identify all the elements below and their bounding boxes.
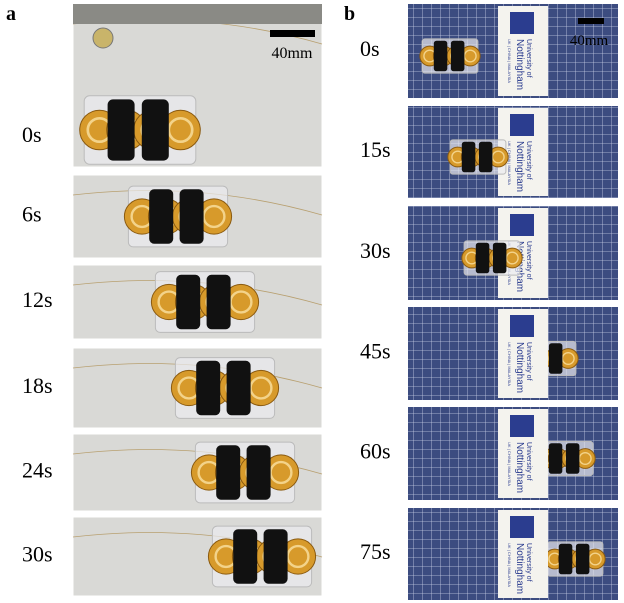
robot xyxy=(151,272,258,333)
pad xyxy=(451,41,465,72)
card-text: Nottingham xyxy=(514,141,525,192)
frame xyxy=(73,348,322,428)
pad xyxy=(108,99,135,160)
card-text: UK | CHINA | MALAYSIA xyxy=(507,39,512,83)
card-text: University of xyxy=(525,342,532,381)
time-label: 0s xyxy=(360,36,380,61)
card-text: University of xyxy=(525,442,532,481)
pad xyxy=(559,544,573,575)
card-text: UK | CHINA | MALAYSIA xyxy=(507,141,512,185)
frame xyxy=(73,4,322,167)
coin xyxy=(93,28,113,48)
scale-label: 40mm xyxy=(570,33,609,49)
pad xyxy=(247,445,271,499)
time-label: 45s xyxy=(360,339,391,364)
pad xyxy=(566,443,580,474)
scale-label: 40mm xyxy=(272,45,313,62)
figure: a b 0s6s12s18s24s30s40mmUniversity ofNot… xyxy=(0,0,624,603)
card-text: University of xyxy=(525,543,532,582)
time-label: 75s xyxy=(360,539,391,564)
logo xyxy=(510,516,534,538)
logo xyxy=(510,315,534,337)
robot xyxy=(462,241,522,275)
robot xyxy=(191,442,298,503)
time-label: 0s xyxy=(22,122,42,147)
pad xyxy=(207,275,231,329)
panel-label: a xyxy=(6,3,16,25)
card-text: Nottingham xyxy=(514,442,525,493)
pad xyxy=(549,443,563,474)
robot xyxy=(80,96,201,164)
time-label: 30s xyxy=(360,238,391,263)
logo xyxy=(510,12,534,34)
time-label: 12s xyxy=(22,287,53,312)
pad xyxy=(149,189,173,243)
robot xyxy=(448,140,508,174)
pad xyxy=(180,189,204,243)
robot xyxy=(124,186,231,247)
pad xyxy=(476,243,490,274)
logo xyxy=(510,214,534,236)
panel-label: b xyxy=(344,3,355,25)
pad xyxy=(196,361,220,415)
card-text: UK | CHINA | MALAYSIA xyxy=(507,342,512,386)
pad xyxy=(216,445,240,499)
frame xyxy=(73,265,322,339)
pad xyxy=(462,142,476,173)
frame xyxy=(73,175,322,258)
frame xyxy=(73,517,322,596)
logo xyxy=(510,415,534,437)
time-label: 30s xyxy=(22,542,53,567)
robot xyxy=(208,526,315,587)
pad xyxy=(227,361,251,415)
time-label: 6s xyxy=(22,202,42,227)
pad xyxy=(233,529,257,583)
robot xyxy=(545,542,605,576)
pad xyxy=(142,99,169,160)
time-label: 15s xyxy=(360,137,391,162)
time-label: 60s xyxy=(360,439,391,464)
robot xyxy=(420,39,480,73)
card-text: UK | CHINA | MALAYSIA xyxy=(507,543,512,587)
time-label: 18s xyxy=(22,373,53,398)
pad xyxy=(176,275,200,329)
pad xyxy=(493,243,507,274)
card-text: Nottingham xyxy=(514,39,525,90)
scale-bar xyxy=(578,18,604,24)
pad xyxy=(479,142,493,173)
card-text: University of xyxy=(525,39,532,78)
pad xyxy=(264,529,288,583)
frame xyxy=(73,434,322,511)
pad xyxy=(434,41,448,72)
pad xyxy=(576,544,590,575)
ruler xyxy=(73,4,322,24)
scale-bar xyxy=(270,30,315,37)
robot xyxy=(171,358,278,419)
card-text: University of xyxy=(525,241,532,280)
card-text: Nottingham xyxy=(514,342,525,393)
card-text: UK | CHINA | MALAYSIA xyxy=(507,442,512,486)
pad xyxy=(549,343,563,374)
time-label: 24s xyxy=(22,458,53,483)
card-text: University of xyxy=(525,141,532,180)
logo xyxy=(510,114,534,136)
card-text: Nottingham xyxy=(514,543,525,594)
